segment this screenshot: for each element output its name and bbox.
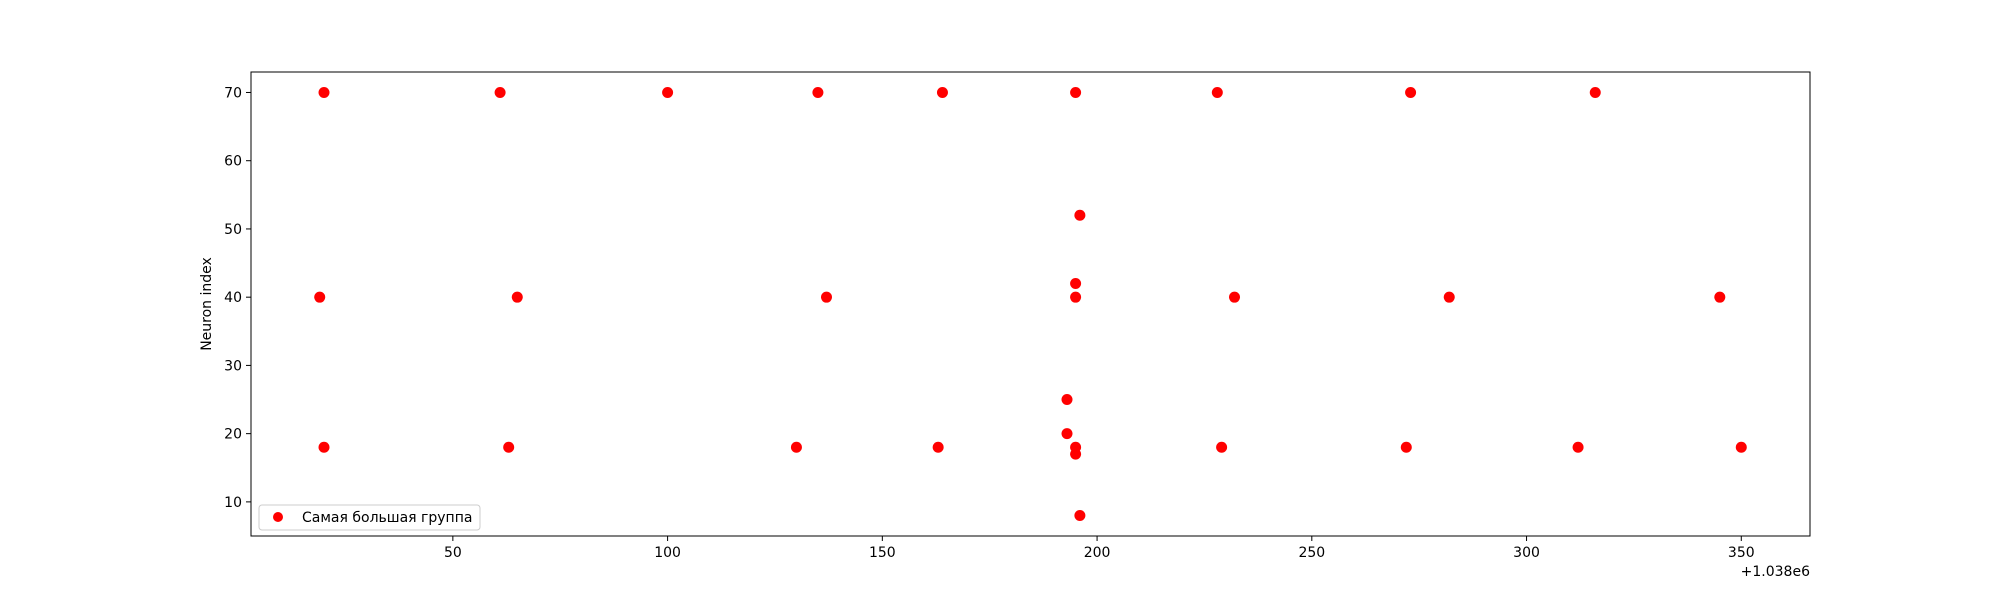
data-point (1405, 86, 1417, 98)
x-tick-label: 350 (1728, 545, 1755, 561)
data-point (790, 441, 802, 453)
x-tick-label: 300 (1513, 545, 1540, 561)
x-axis-offset-label: +1.038e6 (1741, 564, 1810, 580)
data-point (494, 86, 506, 98)
y-tick-label: 50 (224, 222, 242, 238)
legend-box (258, 504, 481, 531)
data-point (318, 441, 330, 453)
x-tick-label: 200 (1084, 545, 1111, 561)
data-point (1061, 394, 1073, 406)
data-point (1074, 209, 1086, 221)
data-point (314, 291, 326, 303)
y-tick-label: 20 (224, 427, 242, 443)
data-point (662, 86, 674, 98)
legend-marker (273, 512, 283, 522)
data-point (1070, 278, 1082, 290)
legend-label: Самая большая группа (302, 510, 472, 526)
data-point (1229, 291, 1241, 303)
data-point (1714, 291, 1726, 303)
y-tick-label: 30 (224, 358, 242, 374)
y-tick-label: 70 (224, 85, 242, 101)
y-tick-label: 40 (224, 290, 242, 306)
axes-frame (250, 71, 1811, 537)
data-point (1211, 86, 1223, 98)
data-points (314, 86, 1747, 522)
data-point (503, 441, 515, 453)
data-point (1070, 86, 1082, 98)
x-tick-label: 150 (869, 545, 896, 561)
legend: Самая большая группа (258, 504, 481, 531)
data-point (1070, 448, 1082, 460)
y-axis: 10 20 30 40 50 60 70 (224, 85, 251, 511)
data-point (1589, 86, 1601, 98)
data-point (1070, 291, 1082, 303)
x-tick-label: 50 (444, 545, 462, 561)
y-tick-label: 10 (224, 495, 242, 511)
data-point (1572, 441, 1584, 453)
data-point (318, 86, 330, 98)
data-point (812, 86, 824, 98)
x-tick-label: 100 (654, 545, 681, 561)
data-point (820, 291, 832, 303)
data-point (1074, 510, 1086, 522)
x-axis: 50 100 150 200 250 300 350 (444, 536, 1755, 561)
y-axis-label: Neuron index (199, 257, 215, 351)
x-tick-label: 250 (1298, 545, 1325, 561)
data-point (1061, 428, 1073, 440)
data-point (1400, 441, 1412, 453)
y-tick-label: 60 (224, 154, 242, 170)
data-point (1443, 291, 1455, 303)
data-point (936, 86, 948, 98)
data-point (511, 291, 523, 303)
data-point (1216, 441, 1228, 453)
data-point (1735, 441, 1747, 453)
data-point (932, 441, 944, 453)
